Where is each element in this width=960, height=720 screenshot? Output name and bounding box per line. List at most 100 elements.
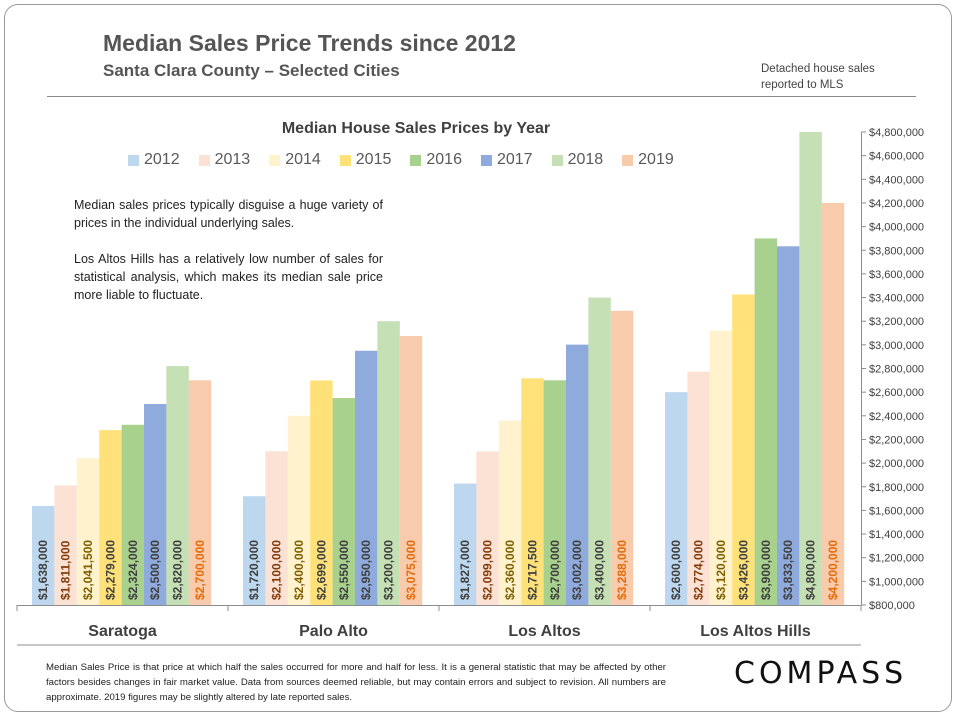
data-source-note: Detached house sales reported to MLS [761,61,921,93]
bar-los-altos-2013 [476,451,499,605]
data-label: $3,120,000 [714,540,728,600]
bar-los-altos-hills-2014 [709,330,733,605]
bar-saratoga-2012 [32,505,55,605]
data-source-note-line2: reported to MLS [761,79,844,91]
legend-swatch [480,154,492,166]
bar-palo-alto-2012 [243,496,266,605]
y-tick-label: $2,800,000 [869,364,924,376]
data-source-note-line1: Detached house sales [761,63,875,75]
bar-palo-alto-2017 [355,350,378,605]
bar-saratoga-2013 [54,485,77,605]
bar-los-altos-2019 [610,310,634,605]
footnote: Median Sales Price is that price at whic… [46,662,666,703]
data-label: $3,200,000 [382,540,396,600]
data-label: $2,950,000 [359,540,373,600]
compass-logo: COMPASS [734,656,908,691]
legend-label: 2013 [214,151,251,168]
data-label: $2,400,000 [292,540,306,600]
y-tick-label: $4,400,000 [869,174,924,186]
data-label: $4,200,000 [826,540,840,600]
data-label: $1,827,000 [458,540,472,600]
header-divider [47,96,916,97]
y-tick-label: $1,000,000 [869,576,924,588]
bar-saratoga-2019 [188,380,212,605]
data-label: $2,500,000 [148,540,162,600]
bar-palo-alto-2016 [332,398,355,605]
y-tick-label: $4,800,000 [869,127,924,139]
data-label: $3,900,000 [759,540,773,600]
legend-swatch [198,154,210,166]
legend-item-2012: 2012 [128,151,180,169]
y-tick-label: $4,000,000 [869,222,924,234]
bar-los-altos-hills-2018 [799,132,822,605]
y-tick-label: $3,000,000 [869,340,924,352]
y-tick-label: $800,000 [869,600,915,612]
legend-swatch [128,154,139,166]
legend-swatch [622,154,634,166]
data-label: $2,700,000 [193,540,207,600]
bar-los-altos-2017 [566,344,589,605]
data-label: $3,833,500 [781,540,795,600]
bar-los-altos-2014 [498,420,522,605]
legend-swatch [269,154,281,166]
bar-palo-alto-2015 [310,380,333,605]
legend-item-2013: 2013 [198,151,251,169]
bar-los-altos-2016 [543,380,566,605]
y-tick-label: $2,400,000 [869,411,924,423]
y-tick-label: $1,400,000 [869,529,924,541]
data-label: $2,820,000 [171,540,185,600]
bar-saratoga-2017 [144,403,167,605]
y-tick-label: $3,200,000 [869,316,924,328]
legend-item-2016: 2016 [410,151,462,169]
data-label: $3,426,000 [736,540,750,600]
legend-label: 2015 [355,151,392,168]
legend-label: 2018 [567,151,604,168]
data-label: $2,699,000 [314,540,328,600]
legend-item-2014: 2014 [269,151,321,169]
legend-swatch [339,154,351,166]
data-label: $3,288,000 [615,540,629,600]
y-tick-label: $1,800,000 [869,482,924,494]
legend-item-2017: 2017 [480,151,533,169]
data-label: $1,720,000 [247,540,261,600]
data-label: $2,360,000 [503,540,517,600]
bar-palo-alto-2019 [399,335,423,605]
bar-palo-alto-2014 [287,415,311,605]
legend-swatch [551,154,563,166]
data-label: $2,099,000 [481,540,495,600]
bar-palo-alto-2018 [377,321,400,605]
legend-label: 2012 [144,151,180,168]
bar-los-altos-hills-2015 [732,294,755,605]
data-label: $2,774,000 [692,540,706,600]
chart-legend: 2012 2013 2014 2015 2016 2017 2018 2019 [128,151,693,169]
y-tick-label: $4,600,000 [869,151,924,163]
data-label: $2,324,000 [126,540,140,600]
data-label: $2,550,000 [337,540,351,600]
y-tick-label: $4,200,000 [869,198,924,210]
y-tick-label: $2,200,000 [869,434,924,446]
y-tick-label: $2,600,000 [869,387,924,399]
category-label: Palo Alto [299,623,368,640]
data-label: $2,600,000 [669,540,683,600]
legend-swatch [410,154,422,166]
data-label: $3,075,000 [404,540,418,600]
page-title: Median Sales Price Trends since 2012 [103,30,516,56]
bar-los-altos-hills-2012 [665,392,688,605]
bar-los-altos-2015 [521,378,544,605]
annotation-paragraph-1: Median sales prices typically disguise a… [74,198,383,230]
y-tick-label: $2,000,000 [869,458,924,470]
chart-title: Median House Sales Prices by Year [281,120,551,137]
bar-los-altos-hills-2019 [821,202,845,605]
bar-saratoga-2015 [99,430,122,605]
data-label: $1,811,000 [59,540,73,600]
data-label: $3,400,000 [593,540,607,600]
bar-palo-alto-2013 [265,451,288,605]
bar-los-altos-hills-2016 [754,238,777,606]
y-tick-label: $1,600,000 [869,505,924,517]
annotation-paragraph-2: Los Altos Hills has a relatively low num… [74,252,383,302]
legend-label: 2016 [426,151,462,168]
legend-item-2018: 2018 [551,151,604,169]
legend-item-2015: 2015 [339,151,392,169]
category-label: Saratoga [88,623,157,640]
